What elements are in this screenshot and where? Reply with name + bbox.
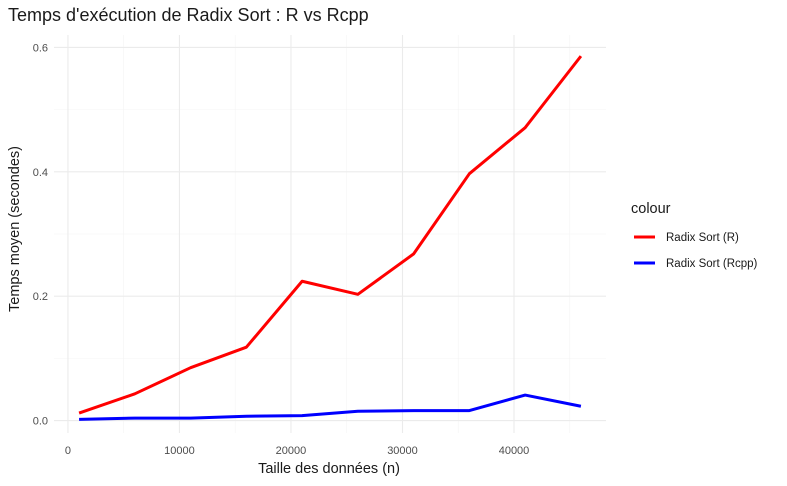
legend: colour Radix Sort (R) Radix Sort (Rcpp) (631, 201, 758, 270)
series-line-1 (79, 393, 582, 421)
y-tick-label: 0.0 (33, 416, 48, 428)
x-tick-label: 40000 (499, 445, 530, 457)
legend-label-0: Radix Sort (R) (666, 232, 739, 244)
legend-title: colour (631, 201, 671, 217)
y-axis-title: Temps moyen (secondes) (7, 146, 23, 312)
series-layer (78, 55, 583, 421)
y-tick-label: 0.6 (33, 42, 48, 54)
x-axis-title: Taille des données (n) (258, 461, 400, 477)
chart-title: Temps d'exécution de Radix Sort : R vs R… (8, 5, 369, 25)
x-tick-label: 0 (65, 445, 71, 457)
legend-items: Radix Sort (R) Radix Sort (Rcpp) (634, 232, 758, 270)
grid-layer (54, 35, 606, 433)
legend-label-1: Radix Sort (Rcpp) (666, 258, 758, 270)
tick-label-layer: 0 10000 20000 30000 40000 0.0 0.2 0.4 0.6 (33, 42, 530, 457)
y-tick-label: 0.2 (33, 291, 48, 303)
x-tick-label: 30000 (387, 445, 418, 457)
series-line-0 (78, 55, 583, 415)
x-tick-label: 10000 (164, 445, 195, 457)
x-tick-label: 20000 (276, 445, 307, 457)
y-tick-label: 0.4 (33, 167, 48, 179)
